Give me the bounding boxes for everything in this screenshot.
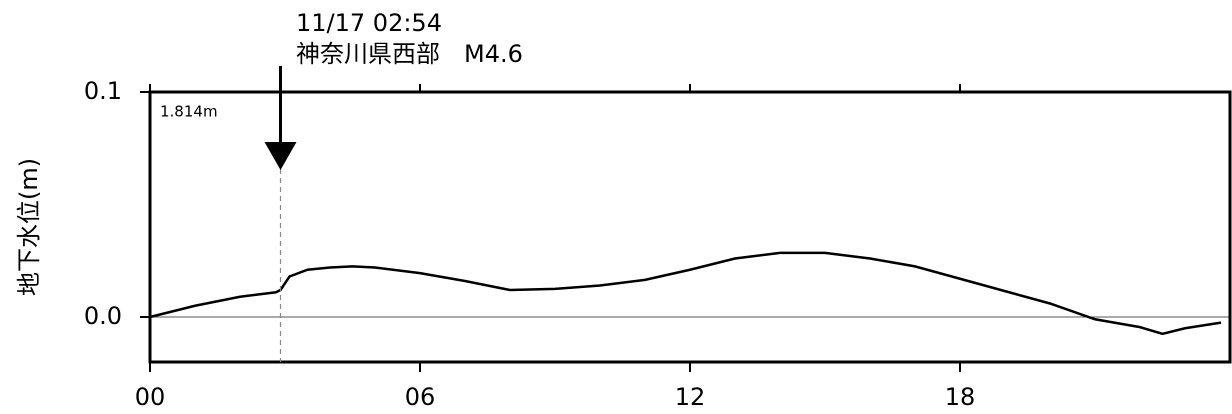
x-tick-label: 18 (945, 383, 976, 411)
plot-frame (148, 90, 1232, 364)
event-name: 神奈川県西部 M4.6 (296, 40, 523, 68)
x-tick-label: 00 (135, 383, 166, 411)
y-axis-label: 地下水位(m) (15, 158, 43, 296)
x-tick-label: 12 (675, 383, 706, 411)
y-tick-label: 0.0 (84, 302, 122, 330)
data-line (149, 251, 1222, 336)
inset-label: 1.814m (160, 103, 218, 121)
x-tick-label: 06 (405, 383, 436, 411)
y-tick-label: 0.1 (84, 77, 122, 105)
event-time: 11/17 02:54 (296, 9, 442, 37)
event-arrow-head (264, 142, 297, 170)
